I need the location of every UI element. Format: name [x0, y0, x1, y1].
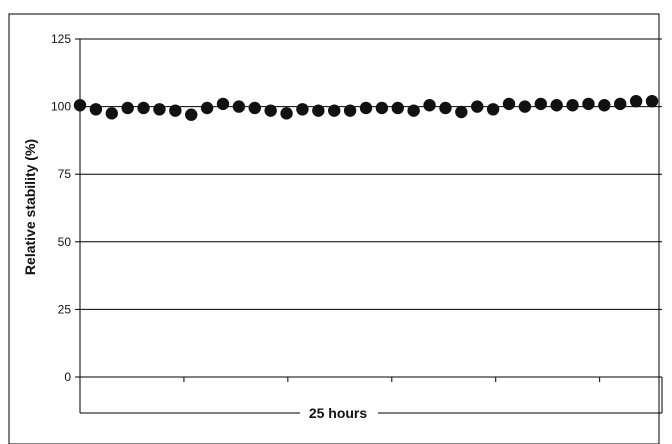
data-point	[423, 99, 436, 112]
data-point	[89, 103, 103, 116]
x-axis-label: 25 hours	[309, 405, 368, 421]
y-tick-label-75: 75	[58, 167, 72, 181]
data-point	[439, 101, 452, 115]
y-tick-labels: 0 25 50 75 100 125	[51, 32, 71, 384]
data-point	[391, 101, 404, 115]
data-point	[216, 97, 230, 111]
data-point	[534, 97, 547, 111]
data-point	[614, 97, 627, 111]
data-point	[359, 101, 373, 115]
y-axis-title: Relative stability (%)	[22, 139, 38, 275]
data-point	[200, 101, 214, 115]
data-point	[121, 101, 134, 115]
y-tick-label-0: 0	[64, 370, 71, 384]
data-point	[550, 99, 563, 112]
data-point	[518, 100, 532, 113]
data-point	[566, 99, 579, 112]
data-point	[486, 103, 500, 116]
data-point	[73, 99, 87, 112]
data-point	[153, 103, 166, 116]
data-point	[375, 101, 389, 115]
data-point	[455, 105, 468, 119]
data-point	[582, 97, 595, 111]
y-tick-label-125: 125	[51, 32, 71, 46]
data-point	[248, 101, 261, 115]
data-point	[137, 101, 150, 115]
axes	[75, 38, 662, 382]
data-point	[328, 104, 341, 117]
data-point	[185, 108, 198, 121]
data-point	[343, 104, 357, 117]
data-point	[169, 104, 182, 117]
y-tick-label-25: 25	[58, 302, 72, 316]
data-points	[73, 94, 659, 121]
y-tick-label-100: 100	[51, 100, 71, 114]
data-point	[280, 107, 293, 120]
data-point	[296, 103, 309, 116]
data-point	[407, 104, 420, 117]
data-point	[232, 100, 246, 113]
data-point	[312, 104, 325, 117]
data-point	[629, 94, 643, 108]
y-tick-label-50: 50	[58, 235, 72, 249]
data-point	[105, 107, 118, 120]
data-point	[645, 94, 659, 108]
gridlines	[80, 38, 662, 310]
data-point	[598, 99, 611, 112]
data-point	[502, 97, 516, 111]
data-point	[471, 100, 484, 113]
chart-border	[8, 13, 660, 444]
data-point	[264, 104, 277, 117]
